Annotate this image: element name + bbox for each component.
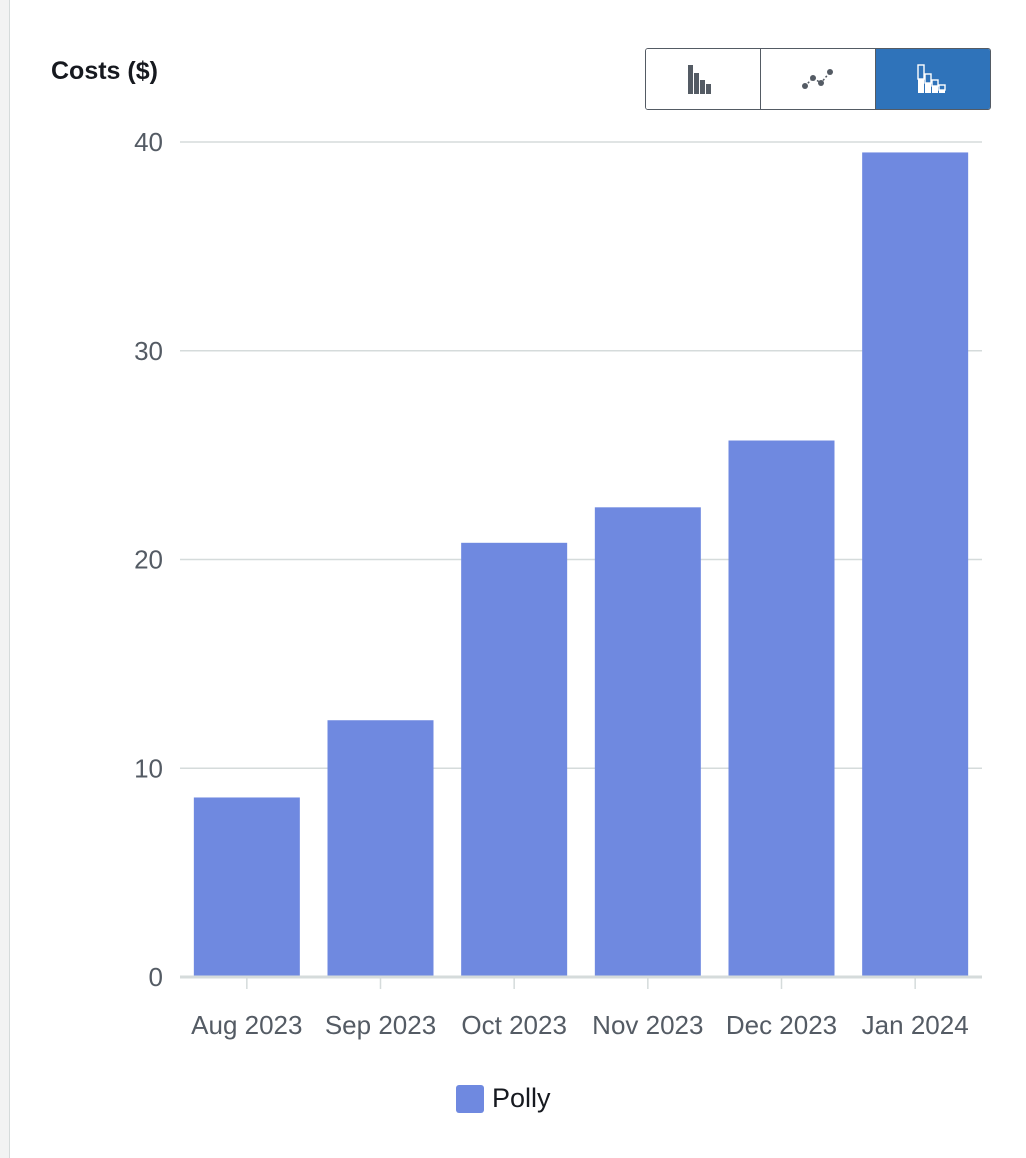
bar-chart-toggle-button[interactable]	[646, 49, 760, 109]
x-tick-label: Jan 2024	[862, 1010, 969, 1040]
bar-jan-2024[interactable]	[862, 152, 969, 977]
y-tick-label: 0	[149, 962, 163, 992]
chart-type-toggle	[645, 48, 991, 110]
chart-title: Costs ($)	[51, 57, 158, 85]
y-axis-labels: 0 10 20 30 40	[134, 127, 163, 992]
stacked-bar-chart-icon	[917, 64, 946, 93]
bars	[193, 152, 969, 977]
y-tick-label: 20	[134, 545, 163, 575]
y-tick-label: 30	[134, 336, 163, 366]
bar-oct-2023[interactable]	[461, 542, 568, 977]
stacked-bar-chart-toggle-button[interactable]	[875, 49, 990, 109]
x-tick-label: Nov 2023	[592, 1010, 703, 1040]
x-axis	[180, 975, 982, 989]
line-chart-toggle-button[interactable]	[760, 49, 875, 109]
bar-dec-2023[interactable]	[728, 440, 835, 977]
x-tick-label: Oct 2023	[461, 1010, 567, 1040]
bar-sep-2023[interactable]	[327, 720, 434, 977]
bar-chart-icon	[688, 65, 711, 94]
x-tick-label: Aug 2023	[191, 1010, 302, 1040]
bar-nov-2023[interactable]	[594, 507, 701, 977]
y-tick-label: 10	[134, 753, 163, 783]
x-tick-label: Dec 2023	[726, 1010, 837, 1040]
legend-label-polly: Polly	[492, 1083, 551, 1113]
x-tick-label: Sep 2023	[325, 1010, 436, 1040]
y-tick-label: 40	[134, 127, 163, 157]
panel-left-border	[0, 0, 10, 1158]
line-chart-icon	[802, 69, 833, 89]
chart-legend: Polly	[456, 1083, 551, 1114]
legend-swatch-polly	[456, 1084, 484, 1113]
bar-aug-2023[interactable]	[193, 797, 300, 977]
x-axis-labels: Aug 2023 Sep 2023 Oct 2023 Nov 2023 Dec 2023…	[191, 1010, 968, 1040]
grid-lines	[180, 141, 982, 769]
